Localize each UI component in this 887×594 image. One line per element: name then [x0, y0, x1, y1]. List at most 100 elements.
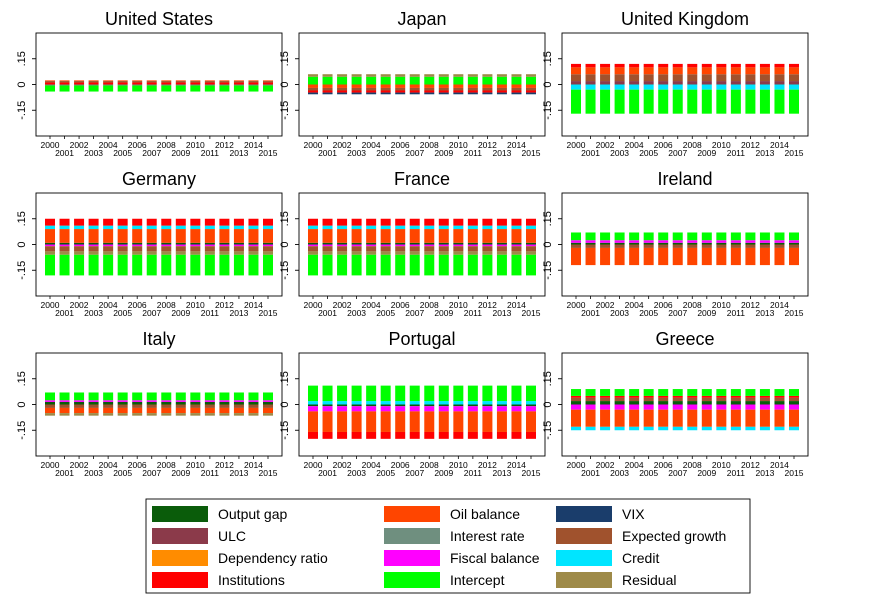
bar-segment-fb — [453, 244, 464, 247]
bar-segment-vix — [337, 92, 348, 95]
bar-segment-eg — [45, 81, 55, 83]
x-tick-label: 2015 — [259, 468, 278, 478]
bar-segment-cr — [424, 401, 435, 405]
bar-segment-inst — [366, 90, 377, 93]
bar-segment-int — [366, 76, 377, 85]
bar-segment-inst — [687, 395, 698, 398]
bar-segment-fb — [745, 404, 756, 410]
panel: Italy-.150.15200020012002200320042005200… — [16, 329, 283, 478]
bar-segment-fb — [789, 240, 799, 243]
bar-segment-inst — [322, 90, 333, 93]
bar-segment-og — [571, 401, 581, 405]
bar-segment-fb — [59, 244, 70, 247]
bar-segment-oil — [395, 411, 406, 432]
y-tick-label: 0 — [542, 81, 554, 87]
bar-segment-res — [103, 413, 114, 416]
bar-segment-fb — [424, 244, 435, 247]
bar-segment-og — [103, 401, 114, 405]
bar-segment-oil — [175, 80, 186, 82]
bar-segment-og — [585, 401, 596, 405]
bar-segment-oil — [219, 229, 230, 243]
bar-segment-int — [687, 89, 698, 114]
x-tick-label: 2010 — [186, 460, 205, 470]
bar-segment-cr — [614, 426, 625, 431]
bar-segment-eg — [132, 81, 143, 83]
bar-segment-og — [59, 401, 70, 405]
bar-segment-og — [759, 242, 770, 245]
x-tick-label: 2003 — [84, 148, 103, 158]
bar-segment-oil — [571, 409, 581, 427]
x-tick-label: 2005 — [113, 148, 132, 158]
x-tick-label: 2009 — [434, 148, 453, 158]
bar-segment-int — [424, 76, 435, 85]
bar-segment-cr — [482, 225, 493, 230]
bar-segment-og — [204, 242, 215, 245]
bar-segment-oil — [424, 84, 435, 88]
bar-segment-fb — [600, 240, 611, 243]
bar-segment-eg — [161, 404, 172, 408]
x-tick-label: 2000 — [304, 140, 323, 150]
bar-segment-int — [351, 385, 362, 402]
x-tick-label: 2000 — [41, 300, 60, 310]
bar-segment-cr — [233, 225, 244, 230]
bar-segment-fb — [600, 404, 611, 410]
bar-segment-og — [614, 242, 625, 245]
bar-segment-int — [585, 389, 596, 396]
bar-segment-res — [190, 251, 201, 255]
bar-segment-int — [103, 254, 114, 276]
bar-segment-ulc — [774, 81, 785, 85]
bar-segment-inst — [614, 395, 625, 398]
bar-segment-int — [74, 392, 85, 401]
bar-segment-og — [585, 242, 596, 245]
bar-segment-int — [496, 385, 507, 402]
bar-segment-eg — [629, 397, 640, 402]
bar-segment-inst — [263, 82, 273, 85]
bar-segment-eg — [146, 81, 157, 83]
bar-segment-eg — [219, 404, 230, 408]
bar-segment-eg — [351, 87, 362, 91]
bar-segment-og — [88, 242, 99, 245]
x-tick-label: 2003 — [610, 308, 629, 318]
bar-segment-fb — [730, 240, 741, 243]
x-tick-label: 2015 — [522, 148, 541, 158]
bar-segment-int — [730, 89, 741, 114]
bar-segment-cr — [526, 401, 536, 405]
bar-segment-cr — [74, 225, 85, 230]
bar-segment-res — [146, 413, 157, 416]
bar-segment-oil — [409, 229, 420, 243]
bar-segment-eg — [424, 246, 435, 252]
bar-segment-res — [351, 74, 362, 77]
legend-swatch-ulc — [152, 528, 208, 544]
bar-segment-oil — [629, 247, 640, 266]
bar-segment-res — [453, 251, 464, 255]
bar-segment-inst — [59, 82, 70, 85]
x-tick-label: 2011 — [727, 308, 746, 318]
bar-segment-inst — [585, 395, 596, 398]
bar-segment-oil — [380, 411, 391, 432]
bar-segment-eg — [730, 74, 741, 82]
bar-segment-oil — [351, 411, 362, 432]
panel: France-.150.1520002001200220032004200520… — [279, 169, 546, 318]
bar-segment-oil — [789, 247, 799, 266]
bar-segment-int — [322, 76, 333, 85]
bar-segment-eg — [204, 404, 215, 408]
bar-segment-int — [117, 85, 128, 92]
legend-label: Oil balance — [450, 506, 520, 522]
bar-segment-og — [467, 404, 478, 407]
bar-segment-fb — [409, 244, 420, 247]
bar-segment-eg — [366, 246, 377, 252]
bar-segment-oil — [263, 229, 273, 243]
bar-segment-inst — [395, 431, 406, 439]
x-tick-label: 2000 — [304, 460, 323, 470]
bar-segment-oil — [629, 409, 640, 427]
bar-segment-int — [600, 389, 611, 396]
x-tick-label: 2006 — [128, 140, 147, 150]
bar-segment-fb — [74, 400, 85, 402]
bar-segment-fb — [132, 400, 143, 402]
x-tick-label: 2006 — [654, 300, 673, 310]
bar-segment-fb — [88, 400, 99, 402]
bar-segment-eg — [658, 397, 669, 402]
bar-segment-inst — [190, 82, 201, 85]
bar-segment-inst — [438, 431, 449, 439]
bar-segment-og — [511, 242, 522, 245]
